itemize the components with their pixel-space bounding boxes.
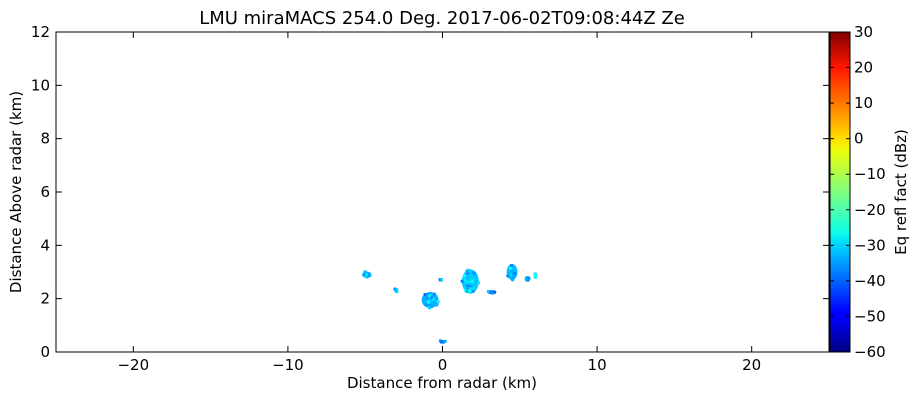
colorbar-tick-label: 0 — [854, 130, 864, 148]
x-tick-label: 0 — [438, 356, 448, 374]
y-tick-label: 8 — [40, 130, 50, 148]
y-tick-label: 4 — [40, 236, 50, 254]
y-tick-label: 0 — [40, 343, 50, 361]
y-tick-label: 12 — [31, 23, 50, 41]
echo-cell — [362, 270, 372, 279]
colorbar-tick-label: 10 — [854, 94, 873, 112]
colorbar-ticks: 30 20 10 0 −10 −20 −30 −40 −50 −60 — [830, 23, 886, 361]
colorbar-tick-label: −60 — [854, 343, 886, 361]
y-axis-label: Distance Above radar (km) — [7, 91, 25, 293]
colorbar-tick-label: 30 — [854, 23, 873, 41]
echo-cell — [438, 339, 447, 344]
colorbar-tick-label: −20 — [854, 201, 886, 219]
colorbar-label: Eq refl fact (dBz) — [892, 129, 910, 255]
x-tick-label: −20 — [117, 356, 149, 374]
echo-cell — [533, 272, 538, 279]
x-axis: −20 −10 0 10 20 — [117, 32, 761, 374]
x-axis-label: Distance from radar (km) — [347, 374, 537, 392]
colorbar — [829, 31, 851, 353]
plot-frame — [55, 31, 830, 353]
echo-cell — [393, 287, 399, 294]
x-tick-label: 10 — [588, 356, 607, 374]
echo-cell — [460, 268, 480, 294]
y-axis: 0 2 4 6 8 10 12 — [31, 23, 829, 361]
x-tick-label: 20 — [742, 356, 761, 374]
echo-cell — [421, 292, 440, 310]
colorbar-tick-label: 20 — [854, 59, 873, 77]
colorbar-tick-label: −50 — [854, 307, 886, 325]
colorbar-tick-label: −30 — [854, 236, 886, 254]
y-tick-label: 6 — [40, 183, 50, 201]
echo-cells — [362, 264, 538, 344]
echo-cell — [486, 290, 497, 295]
colorbar-tick-label: −40 — [854, 272, 886, 290]
echo-cell — [438, 278, 443, 282]
chart-title: LMU miraMACS 254.0 Deg. 2017-06-02T09:08… — [199, 8, 685, 29]
colorbar-tick-label: −10 — [854, 165, 886, 183]
y-tick-label: 10 — [31, 76, 50, 94]
echo-cell — [506, 264, 518, 282]
x-tick-label: −10 — [272, 356, 304, 374]
y-tick-label: 2 — [40, 290, 50, 308]
echo-cell — [524, 276, 531, 282]
